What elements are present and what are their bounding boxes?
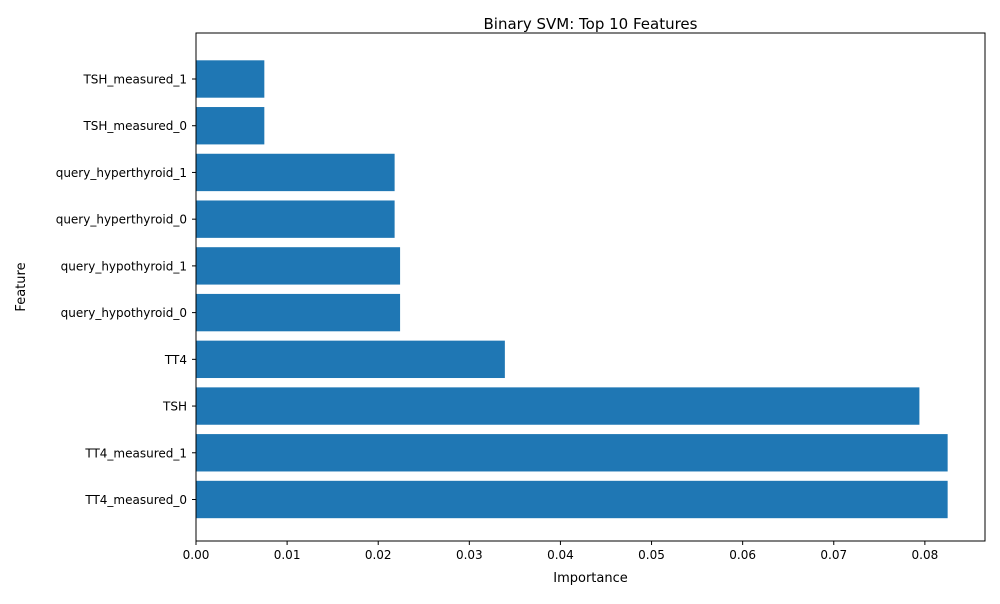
bar-query-hyperthyroid-0 — [196, 200, 395, 238]
x-tick-label: 0.03 — [456, 548, 483, 562]
x-tick-label: 0.02 — [365, 548, 392, 562]
x-tick-label: 0.06 — [729, 548, 756, 562]
y-tick-label: TSH — [162, 400, 187, 414]
bars-group — [196, 60, 948, 519]
y-tick-label: TT4_measured_0 — [84, 493, 187, 507]
x-tick-label: 0.04 — [547, 548, 574, 562]
y-tick-label: query_hyperthyroid_1 — [56, 166, 187, 180]
x-tick-label: 0.07 — [820, 548, 847, 562]
bar-query-hypothyroid-1 — [196, 247, 401, 285]
y-tick-label: TT4 — [164, 353, 187, 367]
y-axis-label: Feature — [14, 262, 29, 311]
bar-query-hypothyroid-0 — [196, 293, 401, 332]
y-tick-label: query_hyperthyroid_0 — [56, 213, 187, 227]
x-tick-label: 0.05 — [638, 548, 665, 562]
x-tick-label: 0.08 — [912, 548, 939, 562]
x-axis-ticks: 0.00 0.01 0.02 0.03 0.04 0.05 0.06 0.07 0.08 — [183, 541, 939, 562]
bar-tt4-measured-1 — [196, 434, 948, 472]
y-tick-label: query_hypothyroid_0 — [61, 306, 187, 320]
bar-tsh-measured-0 — [196, 107, 265, 145]
x-axis-label: Importance — [553, 571, 628, 586]
bar-tsh — [196, 387, 920, 425]
y-tick-label: TT4_measured_1 — [84, 446, 187, 460]
bar-tsh-measured-1 — [196, 60, 265, 98]
y-tick-label: TSH_measured_1 — [82, 73, 187, 87]
x-tick-label: 0.01 — [274, 548, 301, 562]
x-tick-label: 0.00 — [183, 548, 210, 562]
bar-query-hyperthyroid-1 — [196, 153, 395, 192]
bar-tt4-measured-0 — [196, 480, 948, 519]
bar-tt4 — [196, 340, 505, 379]
plot-frame — [195, 32, 986, 542]
y-tick-label: TSH_measured_0 — [82, 119, 187, 133]
y-axis-ticks: TT4_measured_0 TT4_measured_1 TSH TT4 query_… — [56, 73, 196, 507]
y-tick-label: query_hypothyroid_1 — [61, 259, 187, 273]
chart-title: Binary SVM: Top 10 Features — [484, 15, 698, 33]
